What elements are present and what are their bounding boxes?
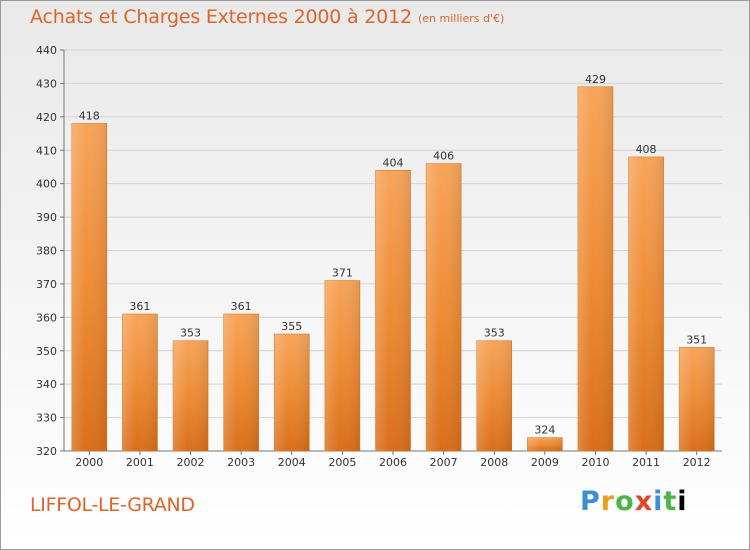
y-tick-labels: 320 330 340 350 360 370 380 390 400 410 420 430 440 — [36, 44, 57, 458]
y-tick-label: 370 — [36, 278, 57, 291]
bar-shade — [324, 280, 360, 451]
logo-letter: P — [580, 486, 601, 517]
logo-letter: o — [615, 486, 635, 517]
x-tick-label: 2003 — [227, 456, 255, 469]
x-tick-label: 2004 — [278, 456, 306, 469]
data-label: 408 — [636, 143, 657, 156]
y-tick-label: 330 — [36, 412, 57, 425]
bar-shade — [679, 347, 715, 451]
bar-shade — [122, 313, 158, 451]
x-tick-label: 2008 — [480, 456, 508, 469]
bars — [71, 86, 715, 452]
bar-shade — [476, 340, 512, 451]
y-tick-label: 320 — [36, 445, 57, 458]
data-label: 361 — [129, 300, 150, 313]
y-tick-label: 440 — [36, 44, 57, 57]
data-label: 353 — [484, 327, 505, 340]
data-label: 429 — [585, 73, 606, 86]
x-tick-label: 2009 — [531, 456, 559, 469]
y-tick-label: 340 — [36, 378, 57, 391]
y-tick-label: 380 — [36, 245, 57, 258]
x-tick-label: 2007 — [430, 456, 458, 469]
bar-shade — [71, 123, 107, 452]
data-label: 324 — [534, 424, 555, 437]
bar-shade — [527, 437, 563, 451]
logo-letter: r — [600, 486, 616, 517]
y-tick-label: 430 — [36, 77, 57, 90]
data-label: 353 — [180, 327, 201, 340]
data-label: 361 — [231, 300, 252, 313]
bar-shade — [173, 340, 209, 451]
x-tick-label: 2006 — [379, 456, 407, 469]
bar-shade — [628, 156, 664, 451]
bar-shade — [274, 334, 310, 451]
data-label: 351 — [686, 333, 707, 346]
x-tick-label: 2005 — [328, 456, 356, 469]
data-label: 404 — [383, 156, 404, 169]
logo-letter: i — [653, 486, 664, 517]
bar-shade — [577, 86, 613, 451]
y-tick-label: 350 — [36, 345, 57, 358]
y-tick-label: 360 — [36, 311, 57, 324]
place-name: LIFFOL-LE-GRAND — [30, 494, 195, 516]
bar-shade — [375, 170, 411, 452]
x-tick-label: 2001 — [126, 456, 154, 469]
chart-subtitle: (en milliers d'€) — [418, 12, 505, 25]
data-label: 355 — [281, 320, 302, 333]
y-tick-label: 420 — [36, 111, 57, 124]
y-tick-label: 400 — [36, 178, 57, 191]
data-labels: 418 361 353 361 355 371 404 406 353 324 429 408 351 — [79, 73, 707, 437]
x-tick-label: 2000 — [75, 456, 103, 469]
logo-letter: x — [634, 486, 654, 517]
x-tick-labels: 2000 2001 2002 2003 2004 2005 2006 2007 2008 2009… — [75, 456, 710, 469]
bar-shade — [223, 313, 259, 451]
data-label: 418 — [79, 110, 100, 123]
x-tick-label: 2002 — [177, 456, 205, 469]
bar-shade — [426, 163, 462, 451]
chart-title: Achats et Charges Externes 2000 à 2012 — [30, 6, 412, 28]
logo-letter: t — [663, 486, 678, 517]
data-label: 406 — [433, 150, 454, 163]
logo-letter: i — [677, 486, 688, 517]
y-tick-label: 410 — [36, 144, 57, 157]
y-tick-label: 390 — [36, 211, 57, 224]
data-label: 371 — [332, 267, 353, 280]
x-tick-label: 2010 — [581, 456, 609, 469]
x-tick-label: 2012 — [683, 456, 711, 469]
proxiti-logo[interactable]: Proxiti — [580, 486, 688, 517]
x-tick-label: 2011 — [632, 456, 660, 469]
